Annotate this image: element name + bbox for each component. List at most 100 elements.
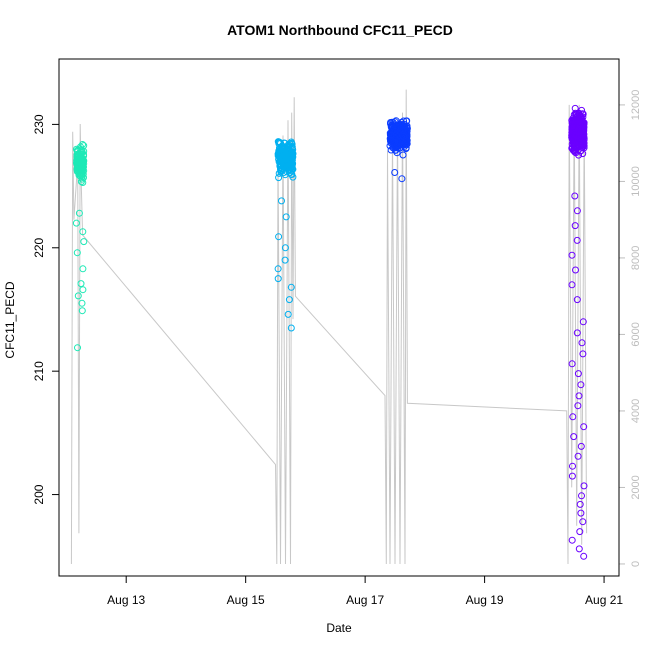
- data-point-outlier: [75, 209, 83, 217]
- data-point-outlier: [575, 545, 583, 553]
- data-point: [387, 139, 395, 147]
- data-point: [389, 138, 397, 146]
- data-point: [580, 124, 588, 132]
- y2-tick-label: 10000: [630, 166, 642, 197]
- data-point: [284, 146, 292, 154]
- data-point-outlier: [285, 296, 293, 304]
- data-point: [393, 123, 401, 131]
- y-axis-label: CFC11_PECD: [3, 281, 17, 358]
- data-point: [77, 150, 85, 158]
- data-point: [280, 169, 288, 177]
- data-point: [569, 135, 576, 142]
- data-point: [397, 125, 405, 133]
- data-point: [275, 174, 283, 182]
- data-point-outlier: [568, 251, 576, 259]
- data-point-outlier: [79, 228, 87, 236]
- data-point-outlier: [568, 360, 576, 368]
- data-point-outlier: [577, 442, 585, 450]
- data-point-outlier: [579, 318, 587, 326]
- x-tick-label: Aug 15: [227, 593, 265, 607]
- data-point-outlier: [568, 536, 576, 544]
- data-point: [281, 139, 289, 147]
- data-point-outlier: [580, 482, 588, 490]
- y2-tick-label: 8000: [630, 246, 642, 270]
- data-point: [576, 123, 584, 131]
- data-point: [577, 113, 585, 121]
- axes-layer: Aug 13 Aug 15 Aug 17 Aug 19 Aug 21 200 210 220 2…: [32, 90, 642, 607]
- data-point-outlier: [78, 299, 86, 307]
- data-point-outlier: [573, 207, 581, 215]
- data-point: [75, 169, 83, 177]
- data-point-outlier: [80, 238, 88, 246]
- data-point-outlier: [281, 256, 289, 264]
- data-point: [283, 162, 291, 170]
- data-point: [289, 165, 297, 173]
- data-point: [571, 104, 579, 112]
- data-point: [391, 128, 399, 135]
- data-point-outlier: [578, 339, 586, 347]
- data-point-outlier: [74, 292, 82, 300]
- data-point: [569, 127, 577, 135]
- data-point-outlier: [73, 249, 81, 257]
- y2-tick-label: 12000: [630, 90, 642, 121]
- data-point: [280, 151, 287, 159]
- data-point: [391, 144, 399, 152]
- data-point-outlier: [579, 350, 587, 358]
- y2-tick-label: 6000: [630, 322, 642, 346]
- y2-tick-label: 4000: [630, 399, 642, 423]
- x-axis-label: Date: [326, 621, 352, 635]
- data-point-outlier: [569, 413, 577, 421]
- data-point: [79, 179, 87, 186]
- data-point-outlier: [575, 392, 583, 400]
- data-point-outlier: [282, 213, 290, 221]
- data-point-outlier: [274, 275, 282, 283]
- data-point: [288, 143, 296, 151]
- data-point-outlier: [287, 324, 295, 332]
- data-point: [78, 160, 86, 168]
- data-point: [579, 150, 587, 158]
- line-series-layer: [70, 89, 588, 565]
- data-point-outlier: [572, 266, 579, 274]
- data-point-outlier: [571, 192, 579, 200]
- data-point-outlier: [287, 283, 295, 291]
- data-point-outlier: [580, 552, 588, 560]
- data-point: [578, 118, 586, 126]
- data-point-outlier: [281, 244, 289, 252]
- data-point-outlier: [569, 462, 576, 470]
- data-point: [571, 145, 579, 153]
- y2-tick-label: 0: [630, 561, 642, 567]
- data-point-outlier: [570, 433, 578, 441]
- data-point: [387, 136, 395, 144]
- data-point-outlier: [571, 222, 579, 230]
- data-point: [387, 120, 394, 128]
- x-tick-label: Aug 13: [107, 593, 145, 607]
- scatter-points-layer: [72, 104, 588, 560]
- x-tick-label: Aug 21: [585, 593, 623, 607]
- data-point-outlier: [579, 518, 587, 526]
- data-point: [575, 151, 583, 159]
- data-point-outlier: [284, 310, 292, 318]
- data-point: [287, 138, 295, 146]
- data-point-outlier: [79, 265, 87, 273]
- x-tick-label: Aug 17: [346, 593, 384, 607]
- data-point-outlier: [576, 500, 584, 508]
- data-point-outlier: [275, 233, 283, 241]
- data-point-outlier: [578, 492, 585, 500]
- data-point-outlier: [74, 344, 81, 352]
- data-point: [387, 131, 395, 139]
- data-point-outlier: [573, 236, 581, 244]
- data-point-outlier: [574, 402, 582, 410]
- data-point-outlier: [574, 452, 582, 460]
- data-point: [277, 153, 285, 161]
- data-point: [289, 173, 297, 181]
- y-tick-label: 230: [32, 114, 46, 134]
- data-point-outlier: [72, 219, 80, 227]
- data-point-outlier: [274, 265, 282, 273]
- data-point: [79, 163, 87, 171]
- data-point-outlier: [574, 370, 582, 378]
- data-point-outlier: [398, 175, 406, 183]
- concentration-line-series: [70, 89, 588, 565]
- data-point-outlier: [78, 307, 86, 315]
- data-point: [400, 133, 408, 140]
- y2-tick-label: 2000: [630, 475, 642, 499]
